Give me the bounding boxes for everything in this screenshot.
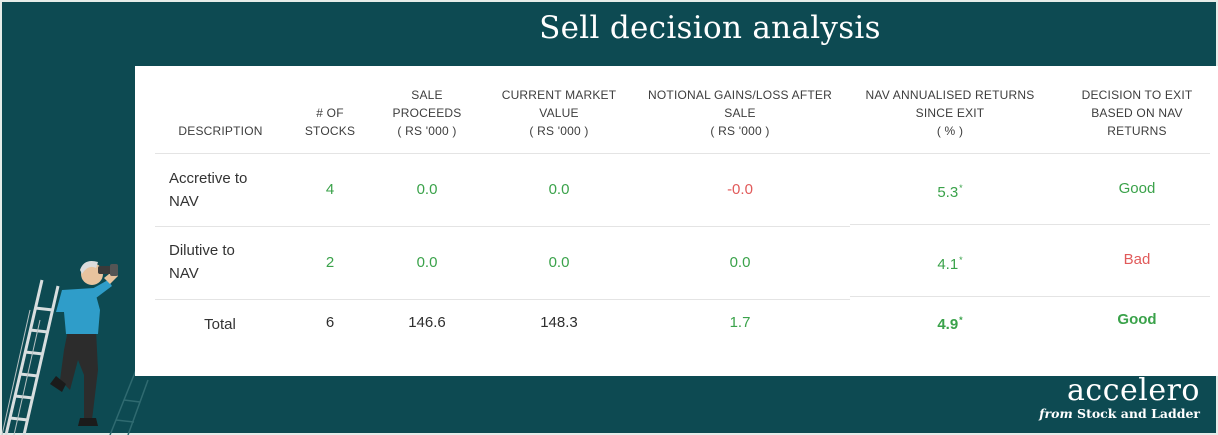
row-nav-returns: 4.1* xyxy=(937,255,963,273)
row-decision: Good xyxy=(1118,180,1156,197)
row-divider xyxy=(850,296,1210,297)
row-notional: 0.0 xyxy=(729,254,751,271)
total-label: Total xyxy=(204,316,236,333)
total-sale-proceeds: 146.6 xyxy=(408,314,446,331)
row-stocks: 2 xyxy=(325,254,335,271)
total-decision: Good xyxy=(1117,311,1157,328)
footnote-mark: * xyxy=(959,315,963,325)
ladder-climber-illustration xyxy=(1,261,149,435)
header-stocks: # OF STOCKS xyxy=(304,106,356,138)
row-nav-returns: 5.3* xyxy=(937,183,963,201)
header-divider xyxy=(155,153,1210,154)
total-market-value: 148.3 xyxy=(540,314,578,331)
brand-logo: accelero from Stock and Ladder xyxy=(1000,375,1200,421)
row-market-value: 0.0 xyxy=(548,254,570,271)
row-description: Accretive to NAV xyxy=(169,170,248,210)
header-market-value: CURRENT MARKET VALUE ( RS '000 ) xyxy=(501,88,617,138)
row-stocks: 4 xyxy=(325,181,335,198)
row-decision: Bad xyxy=(1123,251,1151,268)
row-sale-proceeds: 0.0 xyxy=(416,254,438,271)
brand-tagline: from Stock and Ladder xyxy=(1039,406,1200,421)
row-market-value: 0.0 xyxy=(548,181,570,198)
total-stocks: 6 xyxy=(325,314,335,331)
analysis-table: DESCRIPTION # OF STOCKS SALE PROCEEDS ( … xyxy=(135,66,1218,376)
footnote-mark: * xyxy=(959,183,963,193)
row-description: Dilutive to NAV xyxy=(169,242,235,282)
total-notional: 1.7 xyxy=(729,314,751,331)
row-notional: -0.0 xyxy=(727,181,753,198)
row-divider xyxy=(155,226,850,227)
row-sale-proceeds: 0.0 xyxy=(416,181,438,198)
header-nav-returns: NAV ANNUALISED RETURNS SINCE EXIT ( % ) xyxy=(865,88,1035,138)
row-divider xyxy=(155,299,850,300)
header-description: DESCRIPTION xyxy=(178,124,263,138)
footnote-mark: * xyxy=(959,255,963,265)
row-divider xyxy=(850,224,1210,225)
brand-wordmark: accelero xyxy=(1067,373,1200,408)
header-decision: DECISION TO EXIT BASED ON NAV RETURNS xyxy=(1081,88,1193,138)
page-title: Sell decision analysis xyxy=(539,10,881,46)
header-notional-gains: NOTIONAL GAINS/LOSS AFTER SALE ( RS '000… xyxy=(648,88,832,138)
header-sale-proceeds: SALE PROCEEDS ( RS '000 ) xyxy=(392,88,462,138)
total-nav-returns: 4.9* xyxy=(937,315,963,333)
